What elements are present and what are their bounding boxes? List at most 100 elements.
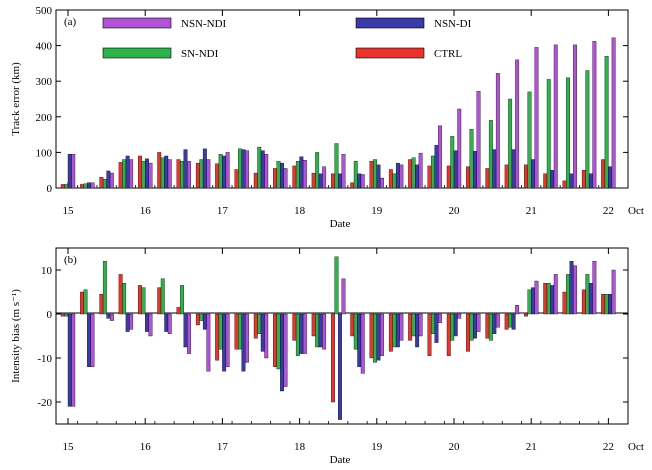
bar-sn-ndi-19-18 (431, 155, 435, 189)
bar-sn-ndi-18-06 (315, 152, 320, 189)
bar-nsn-ndi-21-18 (592, 261, 597, 315)
bar-nsn-di-19-00 (376, 164, 381, 189)
bar-nsn-ndi-16-06 (167, 159, 172, 189)
bar-nsn-ndi-16-18 (206, 313, 211, 372)
bar-ctrl-18-18 (350, 182, 355, 189)
bar-nsn-di-17-12 (260, 313, 265, 352)
bar-sn-ndi-20-00 (450, 136, 455, 189)
bar-nsn-ndi-21-18 (592, 41, 597, 189)
bar-nsn-ndi-22-00 (611, 37, 616, 189)
bar-ctrl-20-00 (446, 165, 451, 189)
bar-ctrl-20-06 (466, 166, 470, 189)
bar-nsn-di-19-00 (376, 313, 381, 361)
bar-sn-ndi-20-18 (508, 313, 513, 328)
y-tick-label: 300 (36, 76, 53, 88)
panel-a-x-unit: Oct (628, 205, 644, 217)
bar-nsn-ndi-19-06 (399, 164, 404, 189)
bar-nsn-ndi-16-18 (206, 159, 211, 189)
bar-nsn-di-20-06 (473, 151, 477, 189)
x-tick-label: 18 (294, 205, 306, 217)
bar-nsn-ndi-21-00 (534, 47, 539, 189)
bar-nsn-di-15-18 (125, 313, 130, 332)
x-tick-label: 19 (371, 205, 383, 217)
y-tick-label: 200 (36, 112, 53, 124)
x-tick-label: 15 (63, 441, 75, 453)
panel-a-bars (60, 37, 616, 189)
bar-sn-ndi-18-00 (295, 161, 300, 189)
legend-swatch-nsn-di (355, 17, 425, 29)
bar-nsn-ndi-17-12 (264, 313, 269, 359)
bar-nsn-ndi-17-00 (225, 152, 230, 189)
bar-nsn-ndi-18-18 (360, 174, 365, 189)
bar-sn-ndi-15-18 (122, 159, 127, 189)
bar-sn-ndi-15-12 (102, 178, 107, 189)
bar-nsn-ndi-16-00 (148, 313, 153, 337)
bar-sn-ndi-19-06 (392, 313, 397, 348)
panel-b-xlabel: Date (330, 454, 351, 466)
bar-ctrl-16-12 (176, 159, 181, 189)
bar-nsn-di-21-12 (569, 261, 574, 315)
bar-nsn-ndi-20-18 (515, 59, 520, 189)
bar-nsn-ndi-18-18 (360, 313, 365, 374)
bar-sn-ndi-16-00 (141, 161, 146, 189)
legend-swatch-ctrl (355, 47, 425, 59)
bar-sn-ndi-17-00 (218, 313, 223, 350)
x-tick-label: 21 (526, 441, 537, 453)
bar-nsn-ndi-17-06 (245, 150, 249, 189)
bar-ctrl-19-12 (408, 313, 413, 341)
panel-a-xlabel: Date (330, 218, 351, 230)
bar-sn-ndi-21-00 (527, 289, 532, 315)
bar-ctrl-21-12 (562, 180, 567, 189)
bar-nsn-di-19-12 (415, 313, 420, 348)
bar-nsn-ndi-15-18 (129, 313, 134, 330)
bar-sn-ndi-18-18 (353, 161, 358, 189)
bar-nsn-di-20-12 (492, 313, 497, 334)
bar-nsn-di-22-00 (608, 294, 613, 315)
bar-nsn-ndi-19-12 (418, 152, 423, 189)
bar-nsn-ndi-15-18 (129, 159, 134, 189)
bar-nsn-di-16-12 (183, 313, 188, 348)
bar-ctrl-17-00 (215, 313, 220, 361)
bar-ctrl-17-00 (215, 163, 220, 189)
panel-b-bars (60, 256, 616, 420)
bar-nsn-di-16-18 (202, 313, 207, 330)
bar-nsn-ndi-16-00 (148, 162, 153, 189)
bar-nsn-ndi-20-12 (495, 313, 500, 328)
bar-ctrl-18-00 (292, 165, 297, 189)
bar-ctrl-15-12 (99, 177, 104, 189)
bar-sn-ndi-19-12 (411, 157, 416, 189)
bar-ctrl-18-06 (311, 313, 316, 337)
bar-nsn-ndi-18-06 (322, 166, 327, 189)
bar-nsn-di-17-06 (241, 313, 246, 372)
bar-nsn-di-15-12 (106, 313, 111, 319)
bar-ctrl-16-00 (138, 285, 142, 315)
bar-nsn-ndi-20-18 (515, 305, 520, 315)
bar-nsn-di-15-00 (67, 313, 72, 407)
bar-ctrl-21-18 (581, 289, 586, 315)
bar-nsn-di-15-00 (67, 154, 72, 189)
bar-sn-ndi-17-12 (257, 313, 262, 334)
bar-ctrl-15-18 (118, 274, 123, 315)
bar-ctrl-20-12 (485, 313, 490, 339)
bar-nsn-ndi-19-00 (380, 313, 384, 356)
bar-ctrl-20-12 (485, 168, 490, 189)
bar-ctrl-20-00 (446, 313, 451, 356)
bar-nsn-di-19-12 (415, 164, 420, 189)
bar-nsn-di-17-00 (222, 313, 227, 372)
bar-nsn-di-17-00 (222, 155, 227, 189)
bar-nsn-ndi-19-18 (438, 313, 442, 323)
bar-ctrl-17-18 (273, 313, 277, 367)
bar-sn-ndi-15-18 (122, 283, 127, 315)
x-tick-label: 18 (294, 441, 306, 453)
bar-nsn-ndi-17-18 (283, 313, 288, 387)
bar-ctrl-17-12 (253, 172, 258, 189)
bar-ctrl-18-06 (311, 172, 316, 189)
legend-swatch-sn-ndi (102, 47, 172, 59)
legend-label-nsn-ndi: NSN-NDI (181, 18, 227, 30)
bar-nsn-di-19-18 (434, 145, 439, 189)
panel-b-ylabel: Intensity bias (m s⁻¹) (10, 289, 22, 383)
bar-nsn-di-21-18 (588, 173, 593, 189)
legend-label-nsn-di: NSN-DI (434, 18, 472, 30)
bar-ctrl-19-18 (427, 165, 432, 189)
bar-sn-ndi-20-00 (450, 313, 455, 341)
